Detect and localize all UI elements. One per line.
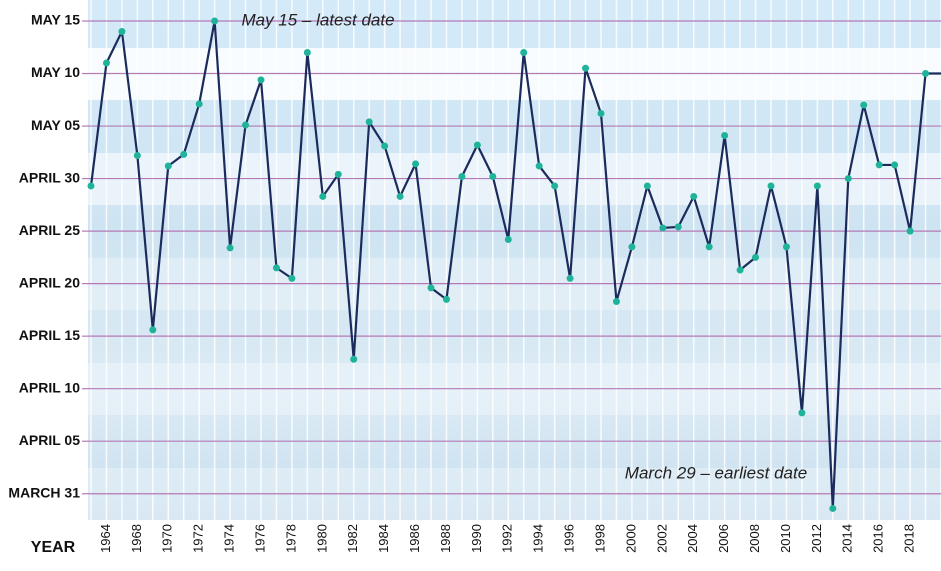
chart: YEAR MARCH 31 APRIL 05 APRIL 10 APRIL 15 APR… [0, 0, 941, 571]
data-point [598, 110, 605, 117]
data-point [350, 356, 357, 363]
data-point [551, 182, 558, 189]
x-tick-label: 1980 [314, 524, 329, 553]
data-point [891, 161, 898, 168]
x-tick-label: 2002 [654, 524, 669, 553]
x-tick-label: 1998 [592, 524, 607, 553]
data-point [907, 228, 914, 235]
x-tick-label: 1982 [345, 524, 360, 553]
x-tick-label: 2012 [809, 524, 824, 553]
data-point [520, 49, 527, 56]
data-point [165, 162, 172, 169]
page: YEAR MARCH 31 APRIL 05 APRIL 10 APRIL 15 APR… [0, 0, 941, 571]
data-point [273, 264, 280, 271]
data-point [798, 409, 805, 416]
data-point [88, 182, 95, 189]
data-point [258, 76, 265, 83]
x-tick-label: 1970 [160, 524, 175, 553]
y-tick-label: APRIL 20 [19, 274, 80, 290]
data-point [443, 296, 450, 303]
data-point [474, 141, 481, 148]
data-point [319, 193, 326, 200]
data-point [644, 182, 651, 189]
data-point [149, 326, 156, 333]
data-point [196, 101, 203, 108]
x-tick-label: 1992 [500, 524, 515, 553]
data-point [242, 122, 249, 129]
y-tick-label: APRIL 10 [19, 379, 80, 395]
data-point [829, 505, 836, 512]
data-point [381, 143, 388, 150]
x-tick-label: 2018 [902, 524, 917, 553]
data-point [768, 182, 775, 189]
data-point [180, 151, 187, 158]
x-tick-label: 1974 [222, 524, 237, 553]
x-tick-label: 1972 [191, 524, 206, 553]
y-tick-label: APRIL 05 [19, 432, 80, 448]
data-point [582, 65, 589, 72]
data-point [211, 18, 218, 25]
x-tick-label: 1984 [376, 524, 391, 553]
annotation: May 15 – latest date [241, 10, 394, 29]
x-tick-label: 1994 [531, 524, 546, 553]
x-tick-label: 1988 [438, 524, 453, 553]
x-tick-label: 1978 [283, 524, 298, 553]
x-tick-label: 1964 [98, 524, 113, 553]
annotation: March 29 – earliest date [625, 463, 807, 482]
x-tick-label: 2004 [685, 524, 700, 553]
data-point [567, 275, 574, 282]
x-tick-label: 1986 [407, 524, 422, 553]
data-point [737, 266, 744, 273]
data-point [134, 152, 141, 159]
data-point [118, 28, 125, 35]
x-tick-label: 2000 [623, 524, 638, 553]
x-tick-label: 2006 [716, 524, 731, 553]
data-point [752, 254, 759, 261]
data-point [304, 49, 311, 56]
x-tick-label: 1968 [129, 524, 144, 553]
data-point [288, 275, 295, 282]
data-point [690, 193, 697, 200]
data-point [613, 298, 620, 305]
data-point [412, 160, 419, 167]
data-point [536, 162, 543, 169]
y-tick-label: MAY 10 [31, 64, 80, 80]
data-point [675, 223, 682, 230]
y-tick-label: MARCH 31 [8, 484, 80, 500]
data-point [397, 193, 404, 200]
data-point [706, 243, 713, 250]
x-axis-label: YEAR [31, 539, 76, 556]
x-tick-label: 2010 [778, 524, 793, 553]
y-tick-label: MAY 15 [31, 12, 80, 28]
data-point [505, 236, 512, 243]
x-tick-label: 1976 [252, 524, 267, 553]
x-tick-label: 1990 [469, 524, 484, 553]
data-point [814, 182, 821, 189]
x-tick-label: 2008 [747, 524, 762, 553]
x-tick-label: 2014 [840, 524, 855, 553]
data-point [721, 132, 728, 139]
data-point [335, 171, 342, 178]
y-tick-label: APRIL 25 [19, 222, 80, 238]
data-point [227, 244, 234, 251]
data-point [860, 102, 867, 109]
data-point [659, 224, 666, 231]
y-tick-label: MAY 05 [31, 117, 80, 133]
data-point [103, 60, 110, 67]
data-point [845, 175, 852, 182]
y-tick-label: APRIL 30 [19, 169, 80, 185]
data-point [489, 173, 496, 180]
x-tick-label: 1996 [562, 524, 577, 553]
data-point [628, 243, 635, 250]
data-point [922, 70, 929, 77]
y-tick-label: APRIL 15 [19, 327, 80, 343]
data-point [458, 173, 465, 180]
data-point [876, 161, 883, 168]
data-point [428, 284, 435, 291]
data-point [783, 243, 790, 250]
x-tick-label: 2016 [871, 524, 886, 553]
data-point [366, 118, 373, 125]
